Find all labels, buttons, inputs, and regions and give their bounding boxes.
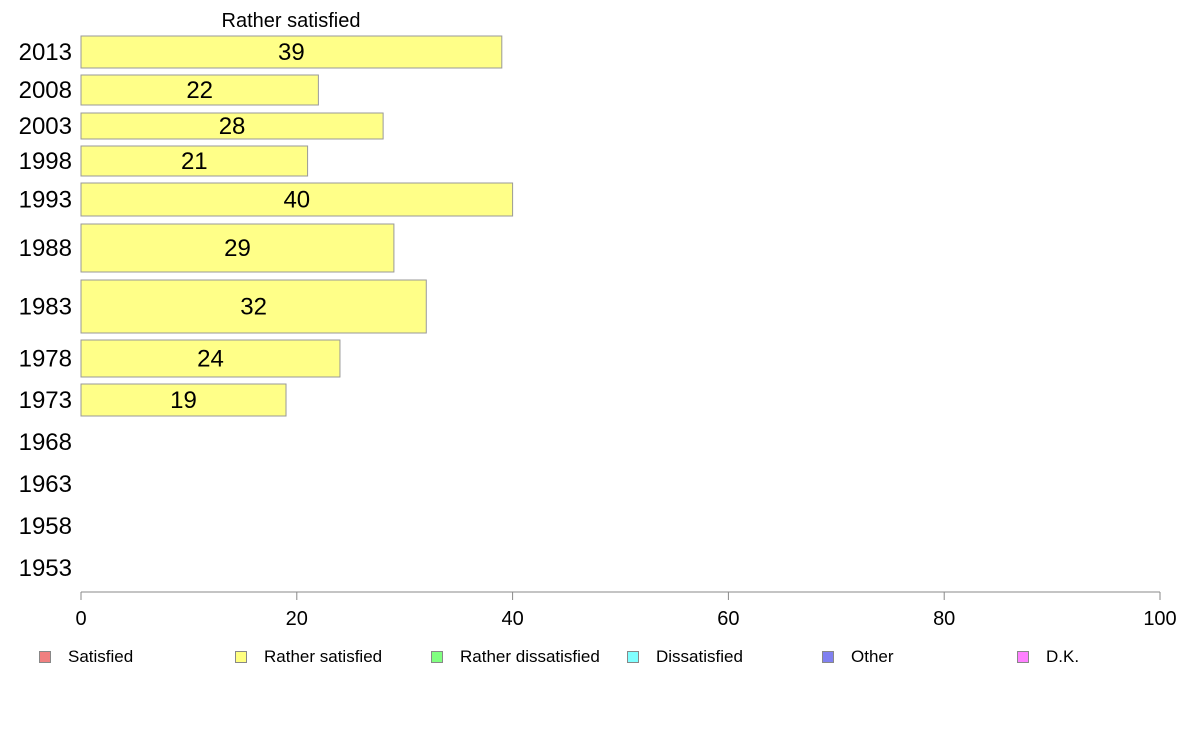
bars-layer: 2013 39 2008 22 2003 28 1998 21 1993 40 1988 29 1983… — [19, 35, 514, 582]
bar-2013 — [80, 35, 503, 69]
bar-1988 — [80, 223, 395, 273]
bar-1978 — [80, 339, 341, 378]
x-axis: 0 20 40 60 80 100 — [75, 591, 1177, 630]
legend-label: Satisfied — [68, 647, 134, 666]
bar-1973 — [80, 383, 287, 417]
legend-label: D.K. — [1046, 647, 1080, 666]
category-label-1998: 1998 — [19, 148, 72, 175]
legend-swatch — [1017, 651, 1029, 663]
category-label-1978: 1978 — [19, 346, 72, 373]
bar-2003 — [80, 112, 384, 140]
category-label-1953: 1953 — [19, 555, 72, 582]
chart-title: Rather satisfied — [222, 10, 361, 32]
x-tick-label-40: 40 — [501, 608, 523, 630]
data-label-1993: 40 — [283, 187, 310, 214]
bar-2008 — [80, 74, 319, 106]
bar-1983 — [80, 279, 427, 334]
x-tick-label-60: 60 — [717, 608, 739, 630]
category-label-1993: 1993 — [19, 187, 72, 214]
legend-swatch — [822, 651, 834, 663]
category-label-1963: 1963 — [19, 471, 72, 498]
legend-item: Dissatisfied — [627, 646, 743, 668]
legend-swatch — [39, 651, 51, 663]
category-label-2003: 2003 — [19, 113, 72, 140]
category-label-1958: 1958 — [19, 513, 72, 540]
data-label-2008: 22 — [186, 77, 213, 104]
bar-1993 — [80, 182, 514, 217]
x-tick-label-20: 20 — [286, 608, 308, 630]
x-tick-label-80: 80 — [933, 608, 955, 630]
data-label-2003: 28 — [219, 113, 246, 140]
legend-swatch — [627, 651, 639, 663]
category-label-1983: 1983 — [19, 294, 72, 321]
legend-item: Satisfied — [39, 646, 133, 668]
legend-swatch — [235, 651, 247, 663]
data-label-1998: 21 — [181, 148, 208, 175]
legend-item: D.K. — [1017, 646, 1079, 668]
chart-legend: Satisfied Rather satisfied Rather dissatis… — [0, 646, 1188, 670]
x-tick-label-100: 100 — [1143, 608, 1176, 630]
category-label-2008: 2008 — [19, 77, 72, 104]
category-label-1988: 1988 — [19, 235, 72, 262]
data-label-1973: 19 — [170, 387, 197, 414]
bar-1998 — [80, 145, 309, 177]
legend-item: Rather dissatisfied — [431, 646, 600, 668]
legend-label: Rather dissatisfied — [460, 647, 600, 666]
data-label-1988: 29 — [224, 235, 251, 262]
x-tick-label-0: 0 — [75, 608, 86, 630]
category-label-1973: 1973 — [19, 387, 72, 414]
category-label-1968: 1968 — [19, 429, 72, 456]
legend-item: Rather satisfied — [235, 646, 382, 668]
data-label-1978: 24 — [197, 346, 224, 373]
legend-label: Dissatisfied — [656, 647, 743, 666]
data-label-2013: 39 — [278, 39, 305, 66]
data-label-1983: 32 — [240, 294, 267, 321]
legend-swatch — [431, 651, 443, 663]
legend-item: Other — [822, 646, 894, 668]
category-label-2013: 2013 — [19, 39, 72, 66]
legend-label: Rather satisfied — [264, 647, 383, 666]
legend-label: Other — [851, 647, 894, 666]
